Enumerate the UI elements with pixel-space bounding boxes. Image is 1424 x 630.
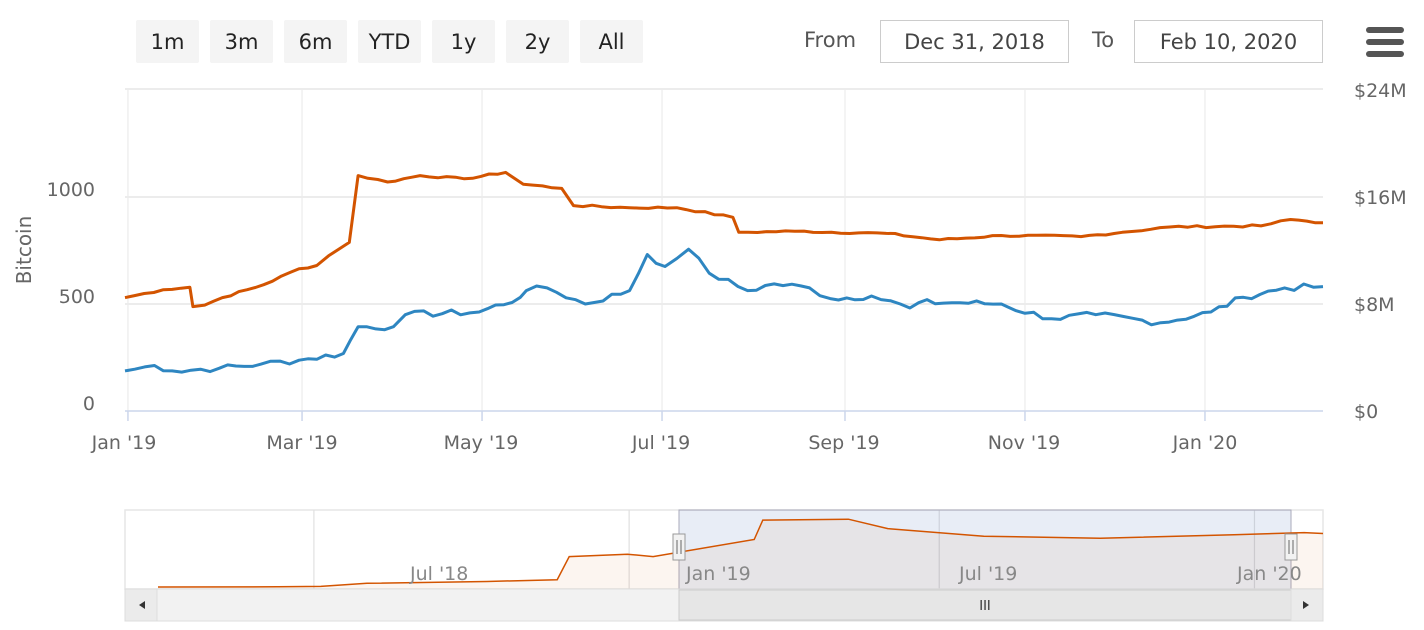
x-tick-label: May '19 [444, 432, 519, 454]
right-tick-label: $8M [1354, 294, 1395, 316]
navigator-selected-range[interactable] [678, 509, 1292, 590]
range-button-6m[interactable]: 6m [284, 20, 347, 63]
navigator-left-handle[interactable] [672, 533, 686, 561]
x-tick-label: Mar '19 [266, 432, 337, 454]
x-tick-label: Jan '20 [1172, 432, 1238, 454]
from-label: From [804, 28, 857, 52]
x-tick-label: Jan '19 [91, 432, 157, 454]
to-label: To [1092, 28, 1115, 52]
navigator-series-area [158, 519, 1323, 589]
x-tick-label: Sep '19 [808, 432, 879, 454]
arrow-left-icon [139, 601, 145, 609]
series-line-left-axis [124, 170, 1323, 309]
to-date-input[interactable]: Feb 10, 2020 [1134, 20, 1323, 63]
scrollbar-grip: III [979, 599, 991, 614]
right-tick-label: $24M [1354, 80, 1407, 102]
navigator-series-line [157, 518, 1324, 588]
arrow-right-icon [1303, 601, 1309, 609]
x-tick-label: Jul '19 [631, 432, 690, 454]
y-axis-title: Bitcoin [12, 216, 36, 285]
scrollbar-thumb[interactable] [678, 589, 1292, 621]
range-button-ytd[interactable]: YTD [358, 20, 421, 63]
navigator-tick-label: Jul '19 [958, 563, 1017, 585]
navigator-tick-label: Jan '20 [1236, 563, 1302, 585]
range-button-1y[interactable]: 1y [432, 20, 495, 63]
range-button-2y[interactable]: 2y [506, 20, 569, 63]
from-date-input[interactable]: Dec 31, 2018 [880, 20, 1069, 63]
main-chart: Bitcoin 0 500 1000 $0 $8M $16M $24M Jan … [12, 80, 1407, 454]
left-tick-label: 0 [83, 393, 95, 415]
x-tick-label: Nov '19 [988, 432, 1061, 454]
range-button-1m[interactable]: 1m [136, 20, 199, 63]
navigator-frame [124, 509, 1324, 590]
navigator-tick-label: Jul '18 [409, 563, 468, 585]
range-button-all[interactable]: All [580, 20, 643, 63]
series-line-right-axis [124, 247, 1324, 374]
left-tick-label: 500 [59, 286, 95, 308]
right-tick-label: $0 [1354, 401, 1378, 423]
right-tick-label: $16M [1354, 187, 1407, 209]
navigator[interactable]: Jul '18 Jan '19 Jul '19 Jan '20 III [0, 490, 1424, 630]
hamburger-menu-icon[interactable] [1366, 27, 1404, 57]
navigator-tick-label: Jan '19 [685, 563, 751, 585]
navigator-right-handle[interactable] [1284, 533, 1298, 561]
range-button-3m[interactable]: 3m [210, 20, 273, 63]
left-tick-label: 1000 [47, 179, 95, 201]
